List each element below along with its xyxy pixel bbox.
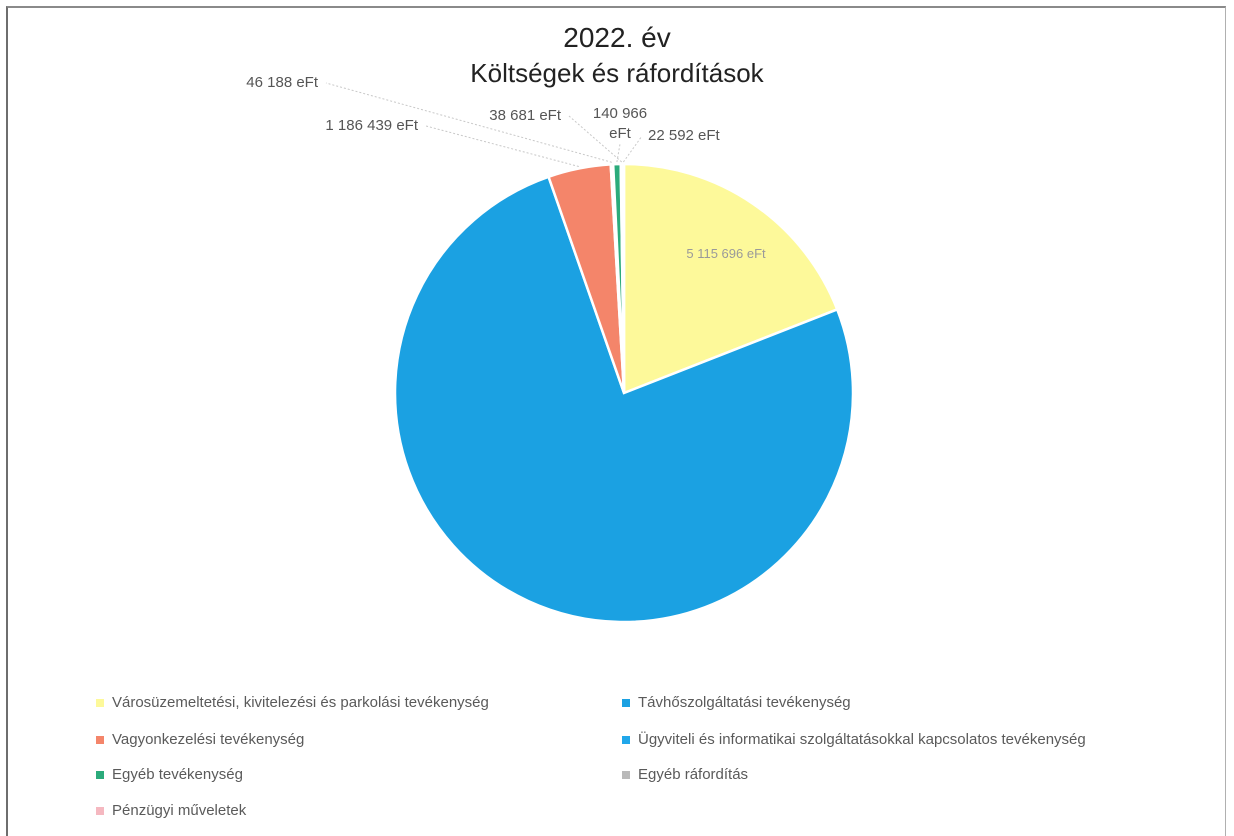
legend-item-egyeb-tevekenyseg: Egyéb tevékenység	[96, 766, 243, 783]
data-label: 5 115 696 eFt	[686, 246, 766, 261]
legend-swatch	[96, 770, 104, 779]
legend-item-varosuzemeltetes: Városüzemeltetési, kivitelezési és parko…	[96, 694, 489, 711]
legend-label: Ügyviteli és informatikai szolgáltatások…	[638, 731, 1086, 748]
data-label: 46 188 eFt	[246, 74, 319, 91]
legend-swatch	[622, 698, 630, 707]
legend-item-egyeb-raforditas: Egyéb ráfordítás	[622, 766, 748, 783]
leader-line	[616, 143, 621, 163]
legend-label: Vagyonkezelési tevékenység	[112, 731, 305, 748]
pie-slice	[622, 162, 839, 395]
legend-item-vagyonkezeles: Vagyonkezelési tevékenység	[96, 731, 304, 748]
data-label: 1 186 439 eFt	[325, 117, 418, 134]
pie-slice	[393, 175, 855, 624]
data-label: 22 592 eFt	[648, 127, 721, 144]
legend-item-ugyviteli: Ügyviteli és informatikai szolgáltatások…	[622, 731, 1086, 748]
legend-swatch	[622, 770, 630, 779]
data-label: 38 681 eFt	[489, 107, 562, 124]
legend-swatch	[622, 735, 630, 744]
data-label: 140 966 eFt	[593, 105, 647, 142]
legend-swatch	[96, 806, 104, 815]
legend-swatch	[96, 698, 104, 707]
legend-label: Távhőszolgáltatási tevékenység	[638, 694, 851, 711]
legend-label: Pénzügyi műveletek	[112, 802, 247, 819]
legend-label: Városüzemeltetési, kivitelezési és parko…	[112, 694, 489, 711]
legend-item-penzugyi: Pénzügyi műveletek	[96, 802, 246, 819]
chart-subtitle: Költségek és ráfordítások	[470, 58, 764, 88]
legend-label: Egyéb ráfordítás	[638, 766, 749, 783]
legend-swatch	[96, 735, 104, 744]
leader-line	[622, 135, 643, 163]
leader-line	[325, 82, 612, 163]
legend-item-tavho: Távhőszolgáltatási tevékenység	[622, 694, 851, 711]
pie-slice	[621, 162, 626, 394]
chart-title: 2022. év	[563, 22, 671, 53]
chart-frame	[6, 6, 1226, 836]
legend-label: Egyéb tevékenység	[112, 766, 243, 783]
